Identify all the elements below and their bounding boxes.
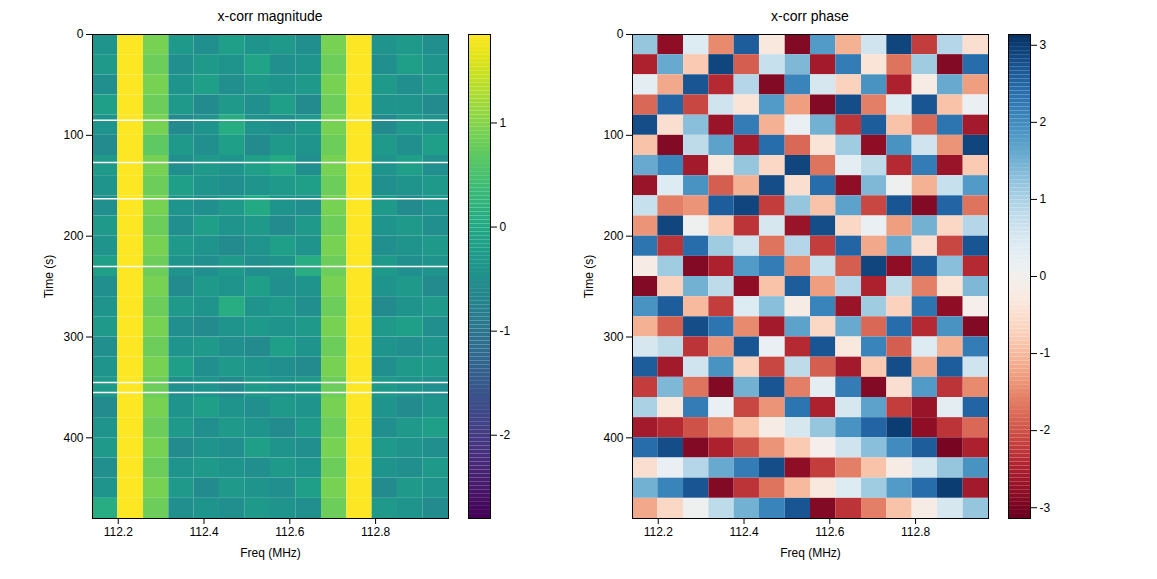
svg-text:112.6: 112.6 xyxy=(275,525,304,539)
svg-text:-2: -2 xyxy=(500,428,511,442)
svg-text:112.4: 112.4 xyxy=(189,525,218,539)
svg-text:100: 100 xyxy=(63,128,83,142)
svg-text:0: 0 xyxy=(1040,269,1047,283)
svg-text:Freq (MHz): Freq (MHz) xyxy=(240,546,301,560)
svg-text:-1: -1 xyxy=(500,324,511,338)
svg-text:112.2: 112.2 xyxy=(644,525,673,539)
svg-text:300: 300 xyxy=(603,330,623,344)
svg-text:0: 0 xyxy=(77,27,84,41)
html-text:x-corr phase: x-corr phase xyxy=(771,8,849,24)
svg-text:0: 0 xyxy=(500,220,507,234)
svg-text:Time (s): Time (s) xyxy=(582,255,596,299)
svg-text:-3: -3 xyxy=(1040,501,1051,515)
svg-text:1: 1 xyxy=(500,116,507,130)
svg-text:1: 1 xyxy=(1040,192,1047,206)
svg-text:400: 400 xyxy=(603,431,623,445)
svg-text:-2: -2 xyxy=(1040,423,1051,437)
svg-text:112.8: 112.8 xyxy=(361,525,390,539)
svg-text:112.8: 112.8 xyxy=(901,525,930,539)
svg-text:112.2: 112.2 xyxy=(104,525,133,539)
svg-text:Time (s): Time (s) xyxy=(42,255,56,299)
svg-text:3: 3 xyxy=(1040,38,1047,52)
svg-text:2: 2 xyxy=(1040,115,1047,129)
svg-text:Freq (MHz): Freq (MHz) xyxy=(780,546,841,560)
svg-text:400: 400 xyxy=(63,431,83,445)
svg-text:200: 200 xyxy=(603,229,623,243)
svg-text:-1: -1 xyxy=(1040,346,1051,360)
svg-text:300: 300 xyxy=(63,330,83,344)
html-text:x-corr magnitude: x-corr magnitude xyxy=(217,8,323,24)
svg-text:0: 0 xyxy=(617,27,624,41)
svg-text:112.4: 112.4 xyxy=(729,525,758,539)
svg-text:200: 200 xyxy=(63,229,83,243)
svg-text:100: 100 xyxy=(603,128,623,142)
svg-text:112.6: 112.6 xyxy=(815,525,844,539)
